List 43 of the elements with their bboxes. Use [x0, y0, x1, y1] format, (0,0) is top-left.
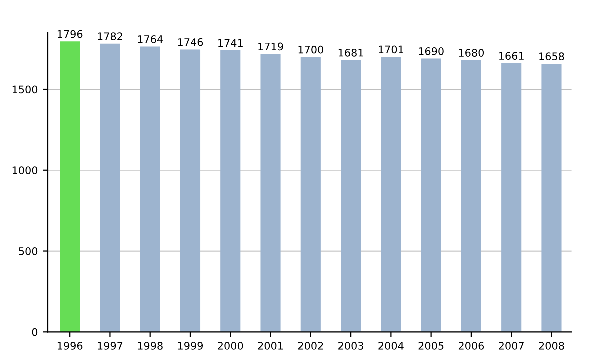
data-label: 1796: [58, 30, 83, 38]
data-label: 1782: [98, 32, 122, 40]
data-label: 1661: [499, 52, 524, 60]
bar: [140, 46, 160, 332]
data-label: 1700: [298, 46, 324, 54]
data-label: 1701: [379, 46, 404, 54]
data-label: 1658: [540, 52, 564, 61]
bar: [502, 63, 522, 332]
x-tick-label: 2008: [539, 342, 564, 350]
x-tick-label: 2006: [458, 342, 484, 350]
bar: [260, 54, 281, 332]
bar: [220, 50, 241, 332]
bar: [300, 57, 321, 332]
x-tick-label: 1997: [98, 342, 123, 350]
data-label: 1719: [258, 42, 284, 51]
x-tick-label: 2004: [378, 342, 404, 350]
bar: [341, 60, 362, 332]
bar: [180, 50, 201, 332]
x-tick-label: 2007: [499, 342, 524, 350]
data-label: 1681: [338, 48, 364, 57]
data-label: 1764: [138, 36, 164, 44]
x-tick-label: 1999: [178, 342, 204, 350]
y-tick-label: 1500: [12, 86, 38, 94]
data-label: 1741: [218, 39, 243, 47]
data-label: 1680: [459, 49, 484, 57]
x-tick-label: 2002: [298, 342, 324, 350]
bar: [542, 64, 562, 332]
bar: [381, 57, 402, 332]
x-tick-label: 1998: [138, 342, 163, 350]
x-tick-label: 1996: [58, 342, 83, 350]
x-tick-label: 2003: [338, 342, 364, 350]
data-label: 1746: [178, 38, 204, 46]
bar: [100, 44, 120, 332]
bar: [461, 60, 482, 332]
y-tick-label: 500: [19, 248, 38, 256]
x-tick-label: 2000: [218, 342, 244, 350]
x-tick-label: 2001: [258, 342, 284, 350]
bar: [421, 58, 442, 332]
bar: [60, 42, 80, 332]
y-tick-label: 1000: [12, 166, 38, 174]
data-label: 1690: [419, 47, 444, 56]
x-tick-label: 2005: [418, 342, 444, 350]
y-tick-label: 0: [32, 328, 38, 336]
